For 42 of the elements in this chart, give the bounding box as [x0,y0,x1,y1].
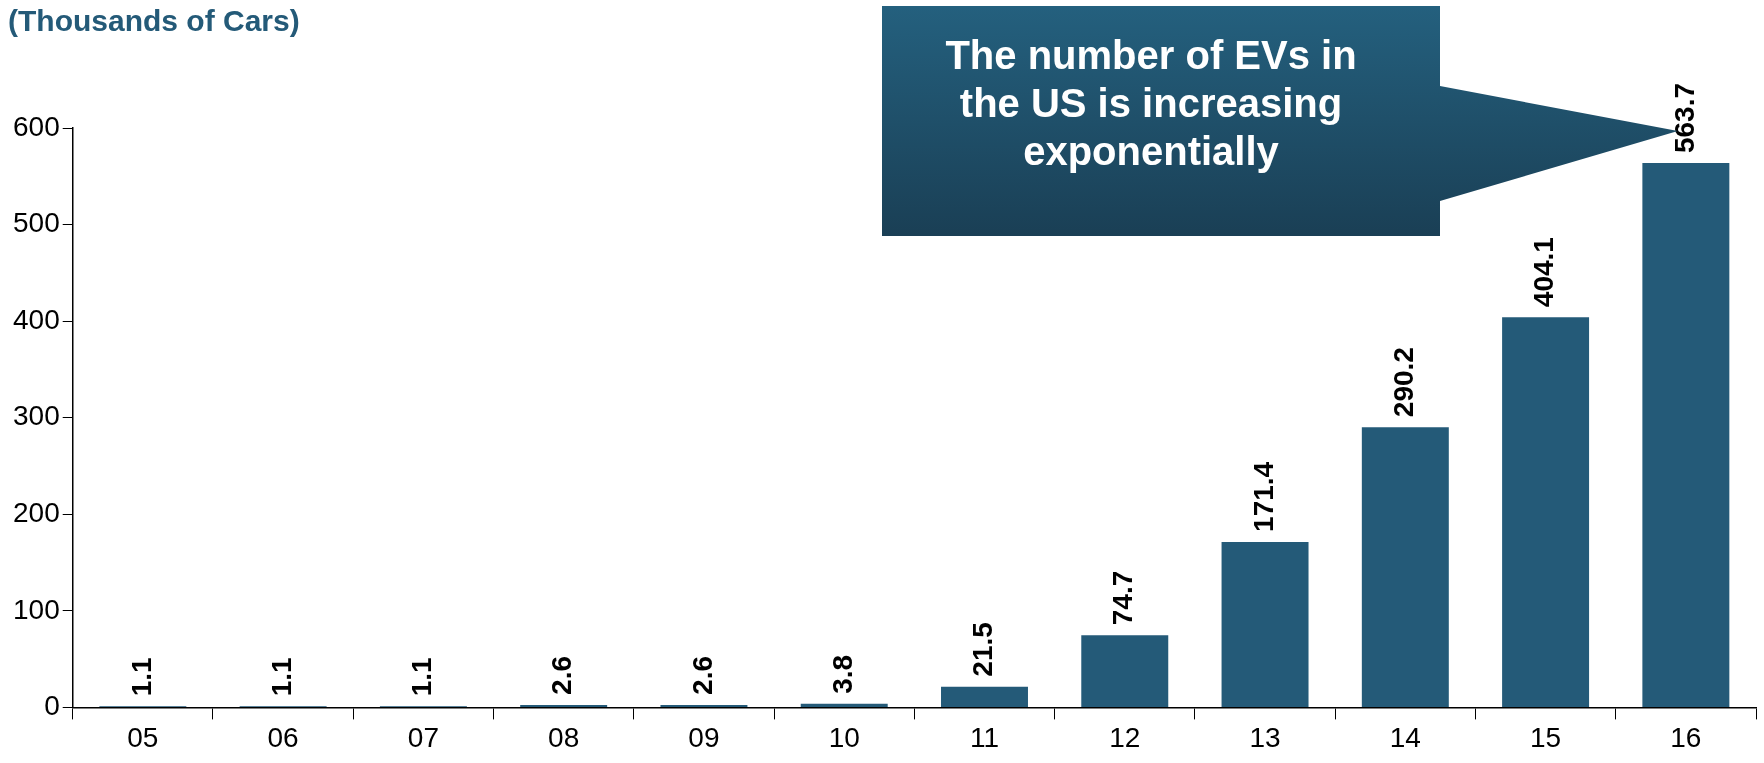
y-axis-title: (Thousands of Cars) [8,4,300,38]
y-tick-label: 600 [13,110,60,142]
x-tick-label: 09 [688,721,720,753]
x-tick-label: 05 [127,721,159,753]
bar [941,686,1028,707]
x-tick-label: 07 [407,721,439,753]
data-label: 2.6 [546,655,578,695]
x-tick-label: 10 [828,721,860,753]
bar [800,703,888,707]
y-tick-label: 300 [13,400,60,432]
bar [660,704,748,707]
data-label: 1.1 [265,657,297,697]
x-tick-label: 08 [548,721,580,753]
data-label: 171.4 [1247,461,1279,532]
x-tick-label: 13 [1249,721,1281,753]
x-tick-label: 06 [267,721,299,753]
y-tick-label: 400 [13,303,60,335]
x-tick-label: 15 [1530,721,1562,753]
data-label: 404.1 [1528,237,1560,308]
x-tick-label: 16 [1670,721,1702,753]
y-tick-label: 100 [13,593,60,625]
bar [1221,541,1309,707]
annotation: The number of EVs in the US is increasing exponentially [945,33,1357,174]
data-label: 1.1 [406,657,438,697]
y-tick-label: 500 [13,207,60,239]
x-tick-label: 12 [1109,721,1141,753]
bar [1642,163,1730,707]
data-label: 3.8 [826,654,858,694]
data-label: 290.2 [1388,347,1420,418]
bar [1081,635,1169,707]
bar [520,704,608,707]
y-tick-label: 200 [13,496,60,528]
bar [1502,317,1590,707]
data-label: 563.7 [1668,82,1700,154]
x-tick-label: 11 [969,721,1000,753]
bar [1361,427,1449,707]
data-label: 2.6 [686,655,718,695]
data-label: 1.1 [125,657,157,697]
data-label: 74.7 [1107,570,1139,626]
data-label: 21.5 [967,622,999,677]
x-tick-label: 14 [1389,721,1421,753]
y-tick-label: 0 [44,690,60,722]
